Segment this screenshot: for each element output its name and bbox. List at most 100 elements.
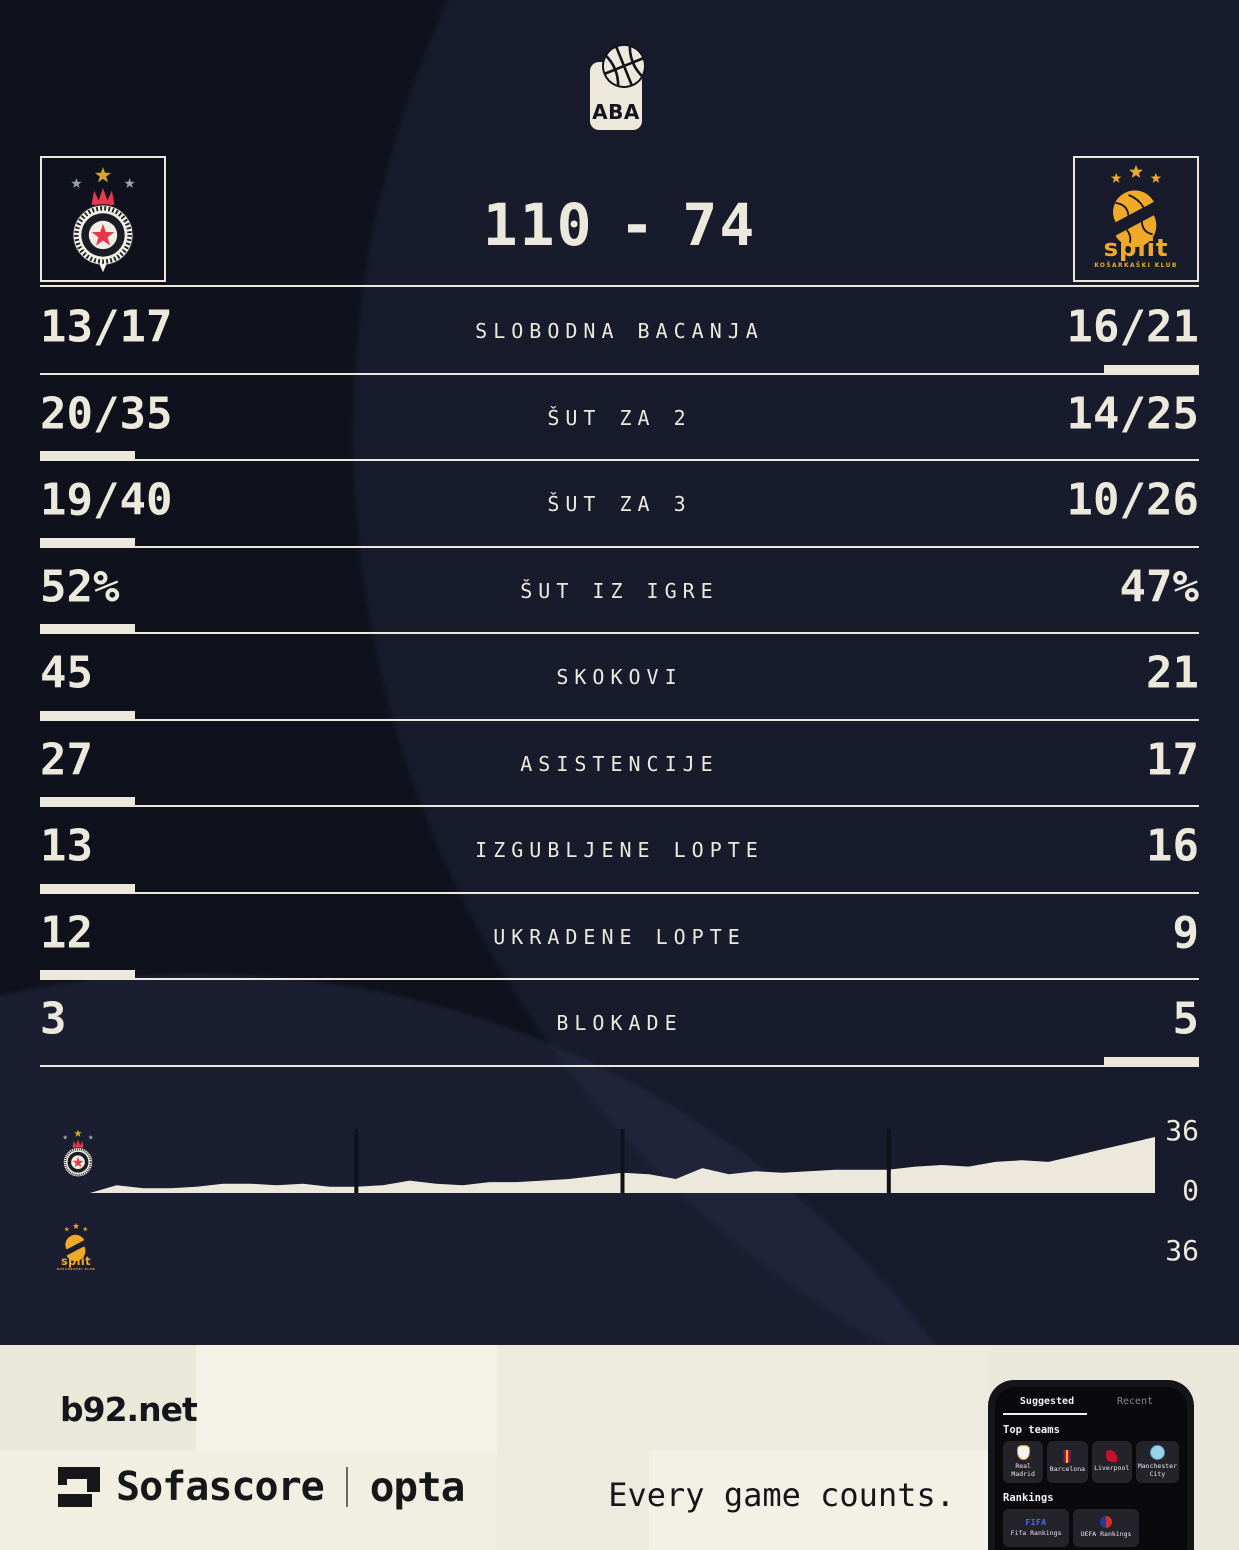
away-stat-value: 47% bbox=[1119, 561, 1199, 613]
sofascore-opta-logos: Sofascore opta bbox=[58, 1463, 465, 1511]
stat-label: ŠUT ZA 3 bbox=[547, 492, 692, 517]
phone-section-title: Rankings bbox=[1003, 1491, 1054, 1504]
winner-bar bbox=[1104, 1056, 1199, 1067]
phone-screen: Suggested Recent Top teams Real Madrid Barc… bbox=[995, 1387, 1187, 1550]
stat-label: ASISTENCIJE bbox=[520, 751, 719, 776]
phone-card-label: Real Madrid bbox=[1011, 1462, 1035, 1478]
phone-card-label: Fifa Rankings bbox=[1010, 1528, 1062, 1537]
phone-card: Barcelona bbox=[1047, 1441, 1088, 1483]
away-stat-value: 21 bbox=[1146, 647, 1199, 699]
footer-tile bbox=[649, 1450, 990, 1550]
home-stat-value: 52% bbox=[40, 561, 120, 613]
manchester-city-crest-icon bbox=[1149, 1445, 1165, 1460]
home-stat-value: 20/35 bbox=[40, 388, 173, 440]
separator-line bbox=[40, 632, 1199, 634]
away-team-logo-box: split KOŠARKAŠKI KLUB bbox=[1073, 156, 1199, 282]
separator-line bbox=[40, 805, 1199, 807]
b92-logo: b92.net bbox=[60, 1390, 198, 1429]
away-stat-value: 16 bbox=[1146, 820, 1199, 872]
winner-bar bbox=[40, 710, 135, 721]
kk-split-crest-icon: split KOŠARKAŠKI KLUB bbox=[1094, 164, 1178, 269]
home-stat-value: 27 bbox=[40, 734, 93, 786]
away-stat-value: 17 bbox=[1146, 734, 1199, 786]
phone-card-row: Real Madrid Barcelona Liverpool Manchester … bbox=[1003, 1441, 1179, 1483]
separator-line bbox=[40, 891, 1199, 894]
phone-card: Real Madrid bbox=[1003, 1441, 1044, 1483]
stat-label: ŠUT IZ IGRE bbox=[520, 578, 719, 603]
red-crown-icon bbox=[91, 187, 115, 205]
separator-line bbox=[40, 372, 1199, 375]
quarter-divider bbox=[620, 1129, 625, 1193]
phone-section-title: Top teams bbox=[1003, 1424, 1060, 1436]
stat-separator bbox=[40, 364, 1199, 375]
away-stat-value: 14/25 bbox=[1066, 388, 1199, 440]
home-stat-value: 3 bbox=[40, 993, 67, 1045]
stat-row: 52% ŠUT IZ IGRE 47% bbox=[40, 548, 1199, 634]
final-score: 110 - 74 bbox=[483, 196, 757, 254]
tagline: Every game counts. bbox=[608, 1476, 955, 1514]
separator-line bbox=[40, 545, 1199, 548]
real-madrid-crest-icon bbox=[1016, 1445, 1030, 1460]
home-score: 110 bbox=[482, 191, 594, 259]
phone-tab-suggested: Suggested bbox=[1019, 1396, 1075, 1407]
stat-row: 13 IZGUBLJENE LOPTE 16 bbox=[40, 807, 1199, 894]
separator-line bbox=[40, 1064, 1199, 1067]
stat-row: 13/17 SLOBODNA BACANJA 16/21 bbox=[40, 288, 1199, 375]
partizan-crest-icon bbox=[71, 167, 135, 273]
gold-star-icon bbox=[94, 167, 112, 183]
stats-list: 13/17 SLOBODNA BACANJA 16/21 20/35 ŠUT ZA 2 1… bbox=[40, 288, 1199, 1067]
kk-split-crest-small-icon bbox=[56, 1222, 96, 1272]
away-stat-value: 10/26 bbox=[1066, 474, 1199, 526]
stat-separator bbox=[40, 624, 1199, 634]
barcelona-crest-icon bbox=[1061, 1449, 1074, 1463]
header-separator-line bbox=[40, 285, 1199, 287]
stat-label: IZGUBLJENE LOPTE bbox=[475, 838, 764, 863]
split-basketball-icon bbox=[1113, 190, 1157, 248]
stat-separator bbox=[40, 1056, 1199, 1067]
quarter-divider bbox=[886, 1129, 891, 1193]
separator-line bbox=[40, 718, 1199, 721]
separator-line bbox=[40, 978, 1199, 980]
phone-sections: Top teams Real Madrid Barcelona Liverpool Ma… bbox=[1003, 1424, 1179, 1550]
active-tab-underline bbox=[1003, 1413, 1088, 1415]
home-stat-value: 13/17 bbox=[40, 301, 173, 353]
winner-bar bbox=[40, 970, 135, 980]
away-score: 74 bbox=[682, 191, 757, 259]
phone-card: Liverpool bbox=[1091, 1441, 1132, 1483]
aba-text: ABA bbox=[592, 100, 640, 124]
stat-separator bbox=[40, 710, 1199, 721]
red-star-icon bbox=[91, 223, 115, 246]
quarter-divider bbox=[354, 1129, 359, 1193]
chart-zero-label: 0 bbox=[1182, 1174, 1199, 1207]
uefa-logo-icon bbox=[1100, 1516, 1112, 1529]
footer-tile bbox=[196, 1345, 497, 1450]
split-subtext: KOŠARKAŠKI KLUB bbox=[1094, 262, 1178, 269]
aba-league-logo: ABA bbox=[590, 44, 646, 130]
home-stat-value: 45 bbox=[40, 647, 93, 699]
phone-card-label: UEFA Rankings bbox=[1080, 1530, 1132, 1539]
basketball-icon bbox=[602, 44, 646, 88]
stat-row: 20/35 ŠUT ZA 2 14/25 bbox=[40, 375, 1199, 461]
away-stat-value: 5 bbox=[1172, 993, 1200, 1045]
winner-bar bbox=[40, 883, 135, 894]
phone-card-label: Liverpool bbox=[1094, 1464, 1130, 1473]
score-divider: - bbox=[619, 191, 657, 259]
home-stat-value: 13 bbox=[40, 820, 93, 872]
fifa-logo-icon: FIFA bbox=[1025, 1517, 1047, 1527]
stat-row: 3 BLOKADE 5 bbox=[40, 980, 1199, 1067]
phone-card-label: Manchester City bbox=[1137, 1462, 1177, 1478]
stat-row: 27 ASISTENCIJE 17 bbox=[40, 721, 1199, 807]
sofascore-icon bbox=[58, 1466, 100, 1508]
phone-tabs: Suggested Recent bbox=[1003, 1396, 1179, 1407]
phone-mockup: Suggested Recent Top teams Real Madrid Barc… bbox=[988, 1380, 1194, 1550]
chart-home-max-label: 36 bbox=[1165, 1114, 1199, 1147]
stat-separator bbox=[40, 883, 1199, 894]
winner-bar bbox=[40, 537, 135, 548]
chart-away-max-label: 36 bbox=[1165, 1234, 1199, 1267]
home-stat-value: 12 bbox=[40, 907, 93, 959]
stat-row: 12 UKRADENE LOPTE 9 bbox=[40, 894, 1199, 980]
winner-bar bbox=[40, 451, 135, 461]
stat-separator bbox=[40, 451, 1199, 461]
stat-separator bbox=[40, 537, 1199, 548]
